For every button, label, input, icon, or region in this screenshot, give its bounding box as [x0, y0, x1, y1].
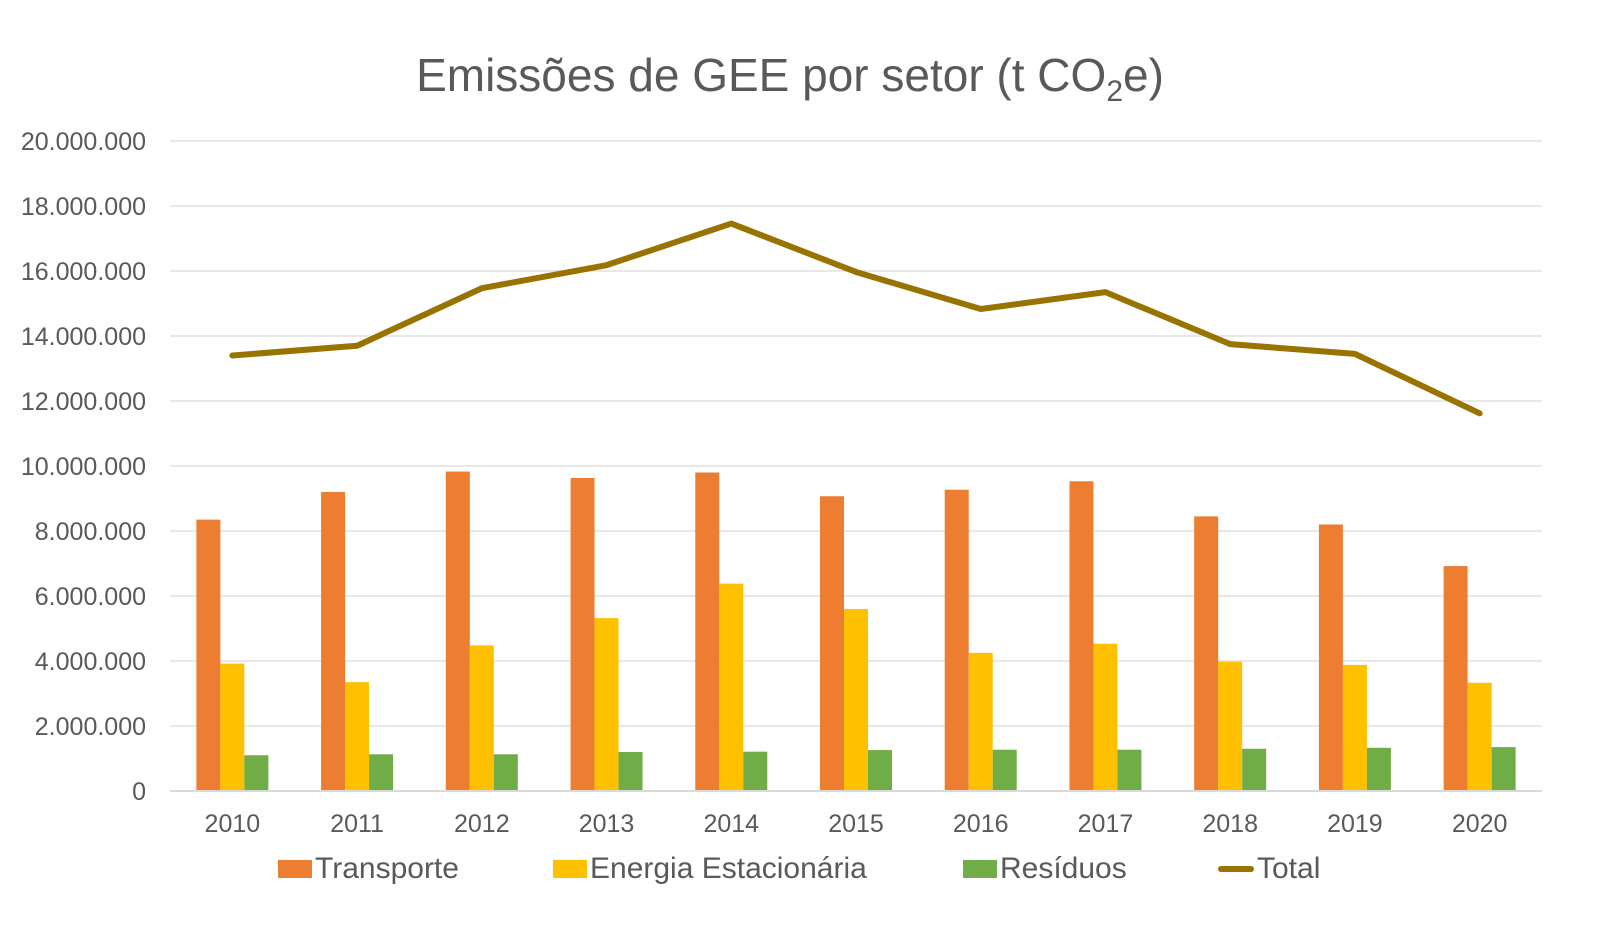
x-tick-label: 2010 — [205, 810, 261, 838]
x-tick-label: 2015 — [828, 810, 884, 838]
bar-residuos — [1366, 747, 1391, 791]
chart-title: Emissões de GEE por setor (t CO2e) — [0, 48, 1580, 109]
x-tick-label: 2014 — [703, 810, 759, 838]
bar-residuos — [369, 754, 394, 791]
legend-swatch-energia — [553, 860, 587, 878]
bar-residuos — [493, 754, 518, 791]
legend-item-residuos[interactable]: Resíduos — [963, 852, 1127, 886]
y-tick-label: 4.000.000 — [35, 648, 146, 676]
y-tick-label: 2.000.000 — [35, 713, 146, 741]
line-total — [229, 220, 1483, 417]
bar-energia-estacionaria — [1093, 643, 1118, 791]
x-tick-label: 2017 — [1078, 810, 1134, 838]
bar-energia-estacionaria — [345, 682, 370, 791]
x-tick-label: 2020 — [1452, 810, 1508, 838]
bar-residuos — [618, 752, 643, 791]
bar-residuos — [1491, 747, 1516, 791]
bar-residuos — [1117, 749, 1142, 791]
legend-item-transporte[interactable]: Transporte — [278, 852, 459, 886]
bar-transporte — [695, 472, 720, 791]
bar-transporte — [1069, 481, 1094, 791]
x-tick-label: 2013 — [579, 810, 635, 838]
bar-residuos — [244, 755, 269, 791]
bar-transporte — [445, 471, 470, 791]
bar-energia-estacionaria — [719, 583, 744, 791]
bar-energia-estacionaria — [594, 618, 619, 791]
bar-energia-estacionaria — [469, 645, 494, 791]
bar-energia-estacionaria — [968, 652, 993, 791]
gridlines — [170, 140, 1542, 727]
y-tick-label: 8.000.000 — [35, 518, 146, 546]
legend-label-residuos: Resíduos — [1000, 852, 1127, 885]
x-tick-label: 2019 — [1327, 810, 1383, 838]
y-tick-label: 12.000.000 — [21, 388, 146, 416]
bar-residuos — [868, 750, 892, 791]
bar-transporte — [1318, 524, 1343, 791]
legend-item-energia[interactable]: Energia Estacionária — [553, 852, 867, 886]
bar-residuos — [743, 751, 768, 791]
x-tick-label: 2011 — [330, 810, 384, 838]
y-tick-label: 20.000.000 — [21, 128, 146, 156]
bar-transporte — [1194, 516, 1219, 791]
total-line — [229, 220, 1483, 417]
legend: Transporte Energia Estacionária Resíduos… — [0, 852, 1600, 896]
legend-label-transporte: Transporte — [315, 852, 459, 885]
y-tick-label: 18.000.000 — [21, 193, 146, 221]
y-tick-label: 0 — [132, 778, 146, 806]
legend-line-total — [1218, 866, 1254, 872]
bar-residuos — [1242, 748, 1267, 791]
bar-transporte — [1443, 566, 1468, 791]
y-tick-label: 14.000.000 — [21, 323, 146, 351]
bar-energia-estacionaria — [1218, 661, 1243, 791]
x-axis-ticks: 2010 2011 2012 2013 2014 2015 2016 2017 2018 2019… — [205, 810, 1508, 838]
bar-energia-estacionaria — [220, 663, 245, 791]
y-tick-label: 16.000.000 — [21, 258, 146, 286]
legend-label-energia: Energia Estacionária — [590, 852, 867, 885]
bar-energia-estacionaria — [844, 609, 868, 791]
bar-transporte — [321, 492, 346, 791]
bar-transporte — [196, 519, 221, 791]
y-tick-label: 6.000.000 — [35, 583, 146, 611]
bar-transporte — [820, 496, 844, 791]
bar-energia-estacionaria — [1342, 664, 1367, 791]
x-tick-label: 2018 — [1202, 810, 1258, 838]
bar-transporte — [944, 489, 969, 791]
legend-swatch-residuos — [963, 860, 997, 878]
chart-title-end: e) — [1123, 49, 1164, 101]
chart-plot: 0 2.000.000 4.000.000 6.000.000 8.000.000 10.… — [21, 128, 1542, 838]
legend-swatch-transporte — [278, 860, 312, 878]
legend-label-total: Total — [1257, 852, 1321, 885]
chart-title-subscript: 2 — [1106, 75, 1123, 108]
x-tick-label: 2016 — [953, 810, 1009, 838]
bar-energia-estacionaria — [1467, 682, 1492, 791]
y-tick-label: 10.000.000 — [21, 453, 146, 481]
bars — [196, 471, 1516, 791]
bar-residuos — [992, 749, 1017, 791]
x-tick-label: 2012 — [454, 810, 510, 838]
legend-item-total[interactable]: Total — [1218, 852, 1320, 886]
y-axis-ticks: 0 2.000.000 4.000.000 6.000.000 8.000.000 10.… — [21, 128, 146, 806]
chart-title-main: Emissões de GEE por setor (t CO — [416, 49, 1107, 101]
bar-transporte — [570, 478, 595, 791]
